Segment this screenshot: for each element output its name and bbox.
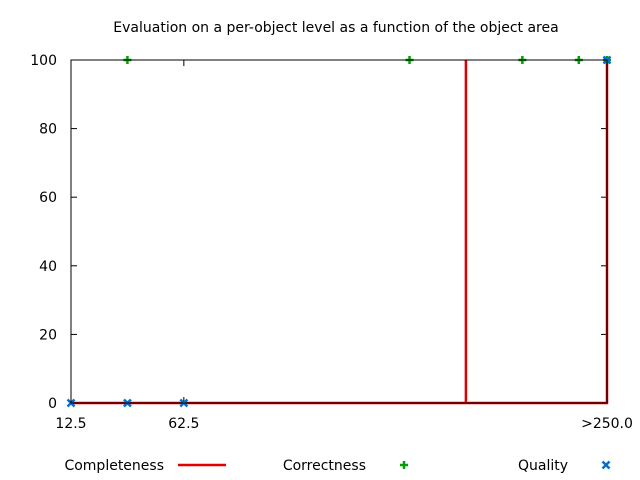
y-tick-label: 80 <box>39 122 57 138</box>
y-tick-label: 40 <box>39 259 57 275</box>
legend: Completeness Correctness Quality <box>64 458 611 474</box>
plot-frame <box>70 59 608 404</box>
legend-sample-quality <box>601 460 611 470</box>
y-tick-label: 100 <box>30 53 57 69</box>
y-tick-label: 60 <box>39 190 57 206</box>
legend-sample-correctness <box>400 461 408 469</box>
x-axis: 12.5 62.5 >250.0 <box>55 60 633 432</box>
y-tick-label: 20 <box>39 327 57 343</box>
y-axis: 0 20 40 60 80 100 <box>30 53 607 412</box>
x-tick-label: 12.5 <box>55 416 86 432</box>
y-tick-label: 0 <box>48 396 57 412</box>
x-tick-label: >250.0 <box>581 416 633 432</box>
legend-label-completeness: Completeness <box>64 458 164 474</box>
legend-label-correctness: Correctness <box>283 458 366 474</box>
chart-title: Evaluation on a per-object level as a fu… <box>113 20 558 36</box>
x-tick-label: 62.5 <box>168 416 199 432</box>
completeness-line <box>71 60 609 405</box>
plot-series <box>66 55 612 408</box>
legend-label-quality: Quality <box>518 458 568 474</box>
